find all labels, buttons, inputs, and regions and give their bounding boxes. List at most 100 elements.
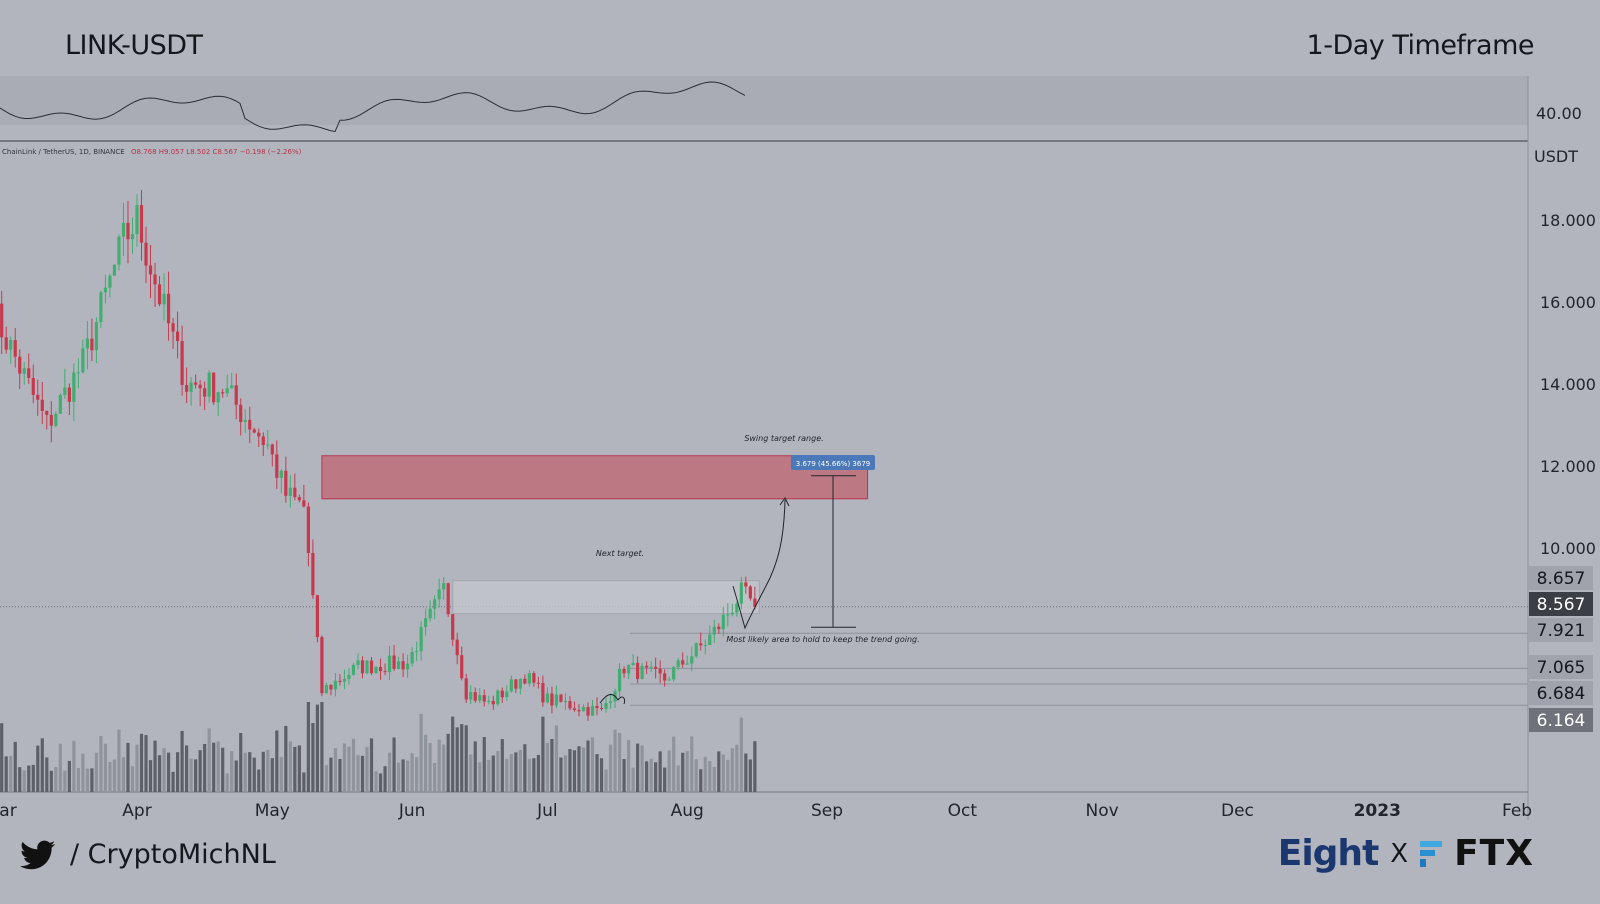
volume-bar [135, 744, 139, 792]
axes: 18.000 16.000 14.000 12.000 10.000 ar Apr May Ju… [0, 211, 1596, 821]
candle-body [451, 614, 455, 640]
candle-body [243, 419, 247, 423]
candle-body [721, 614, 725, 630]
volume-bar [428, 743, 432, 792]
price-badge-text: 6.164 [1537, 711, 1586, 731]
volume-bar [451, 716, 455, 792]
candle-body [18, 356, 22, 374]
candle-body [599, 708, 604, 710]
candle-body [54, 413, 58, 426]
volume-bar [112, 759, 117, 792]
candle-body [514, 679, 518, 689]
candle-body [685, 663, 689, 665]
volume-bar [496, 750, 500, 792]
candle-body [690, 656, 694, 664]
volume-bar [266, 749, 270, 792]
candle-body [559, 694, 563, 702]
candle-body [171, 323, 175, 332]
candle-body [63, 387, 67, 396]
volume-bar [726, 759, 730, 792]
volume-bar [288, 741, 292, 792]
candle-body [27, 368, 31, 378]
volume-bar [54, 767, 58, 792]
candle-body [545, 693, 550, 703]
volume-bar [550, 738, 554, 792]
candle-body [85, 338, 89, 349]
volume-bar [604, 769, 608, 792]
candle-body [360, 660, 365, 674]
candle-body [419, 626, 423, 652]
volume-bar [338, 758, 342, 792]
volume-bar [487, 759, 491, 792]
price-tick-label: 16.000 [1540, 293, 1596, 312]
candle-body [541, 683, 545, 703]
volume-bar [654, 762, 658, 792]
candle-body [455, 639, 459, 656]
candle-body [581, 706, 586, 712]
candle-body [329, 685, 333, 690]
volume-bar [99, 736, 103, 792]
candle-body [351, 664, 356, 675]
volume-bar [712, 766, 716, 792]
volume-bar [279, 757, 283, 792]
volume-bar [442, 744, 446, 792]
volume-bar [518, 749, 522, 792]
candle-body [645, 665, 649, 668]
time-tick-label: Aug [671, 801, 704, 821]
next-target-label: Next target. [596, 549, 644, 558]
candle-body [306, 506, 310, 554]
volume-bar [509, 753, 513, 792]
candle-body [315, 595, 319, 638]
price-badge [1529, 618, 1593, 642]
next-target-zone [452, 580, 760, 615]
candle-body [748, 586, 752, 599]
brand-separator: X [1390, 838, 1409, 869]
candle-body [406, 663, 410, 670]
candle-body [324, 685, 329, 694]
volume-bar [27, 765, 31, 792]
candle-body [496, 690, 500, 705]
squiggle-path [599, 693, 625, 705]
volume-bar [329, 757, 333, 792]
volume-bar [185, 745, 189, 792]
candle-body [500, 690, 504, 698]
ftx-logo: FTX [1454, 833, 1534, 874]
volume-bar [18, 767, 22, 792]
candle-body [396, 661, 401, 669]
volume-bar [568, 749, 572, 792]
price-badge-text: 7.065 [1537, 658, 1586, 678]
time-tick-label: Jun [398, 801, 426, 821]
price-badge-text: 6.684 [1537, 684, 1586, 704]
price-badge-text: 7.921 [1537, 621, 1586, 641]
candle-body [108, 275, 112, 288]
volume-bar [171, 771, 175, 792]
volume-bar [559, 757, 563, 792]
volume-bar [40, 738, 44, 792]
candle-body [378, 667, 383, 672]
price-tick-label: 14.000 [1540, 375, 1596, 394]
candle-body [239, 404, 243, 423]
volume-bar [554, 725, 559, 792]
volume-bar [658, 751, 662, 792]
volume-bar [4, 756, 8, 792]
volume-bar [699, 769, 703, 792]
candle-body [320, 637, 324, 694]
candle-body [622, 668, 626, 674]
candle-body [31, 377, 35, 395]
legend-ohlc: O8.768 H9.057 L8.502 C8.567 −0.198 (−2.2… [131, 148, 302, 156]
ftx-logo-icon [1420, 840, 1443, 867]
horizontal-levels [0, 606, 1528, 706]
candle-body [699, 643, 703, 646]
candle-body [81, 348, 85, 373]
swing-target-zone [321, 455, 869, 500]
candle-body [410, 651, 414, 664]
volume-bar [599, 758, 604, 792]
volume-bar [455, 727, 459, 792]
candle-body [58, 395, 62, 414]
candle-body [726, 614, 730, 616]
candle-body [333, 680, 338, 690]
volume-bar [613, 729, 617, 792]
candle-body [257, 432, 261, 437]
candle-body [148, 265, 153, 275]
